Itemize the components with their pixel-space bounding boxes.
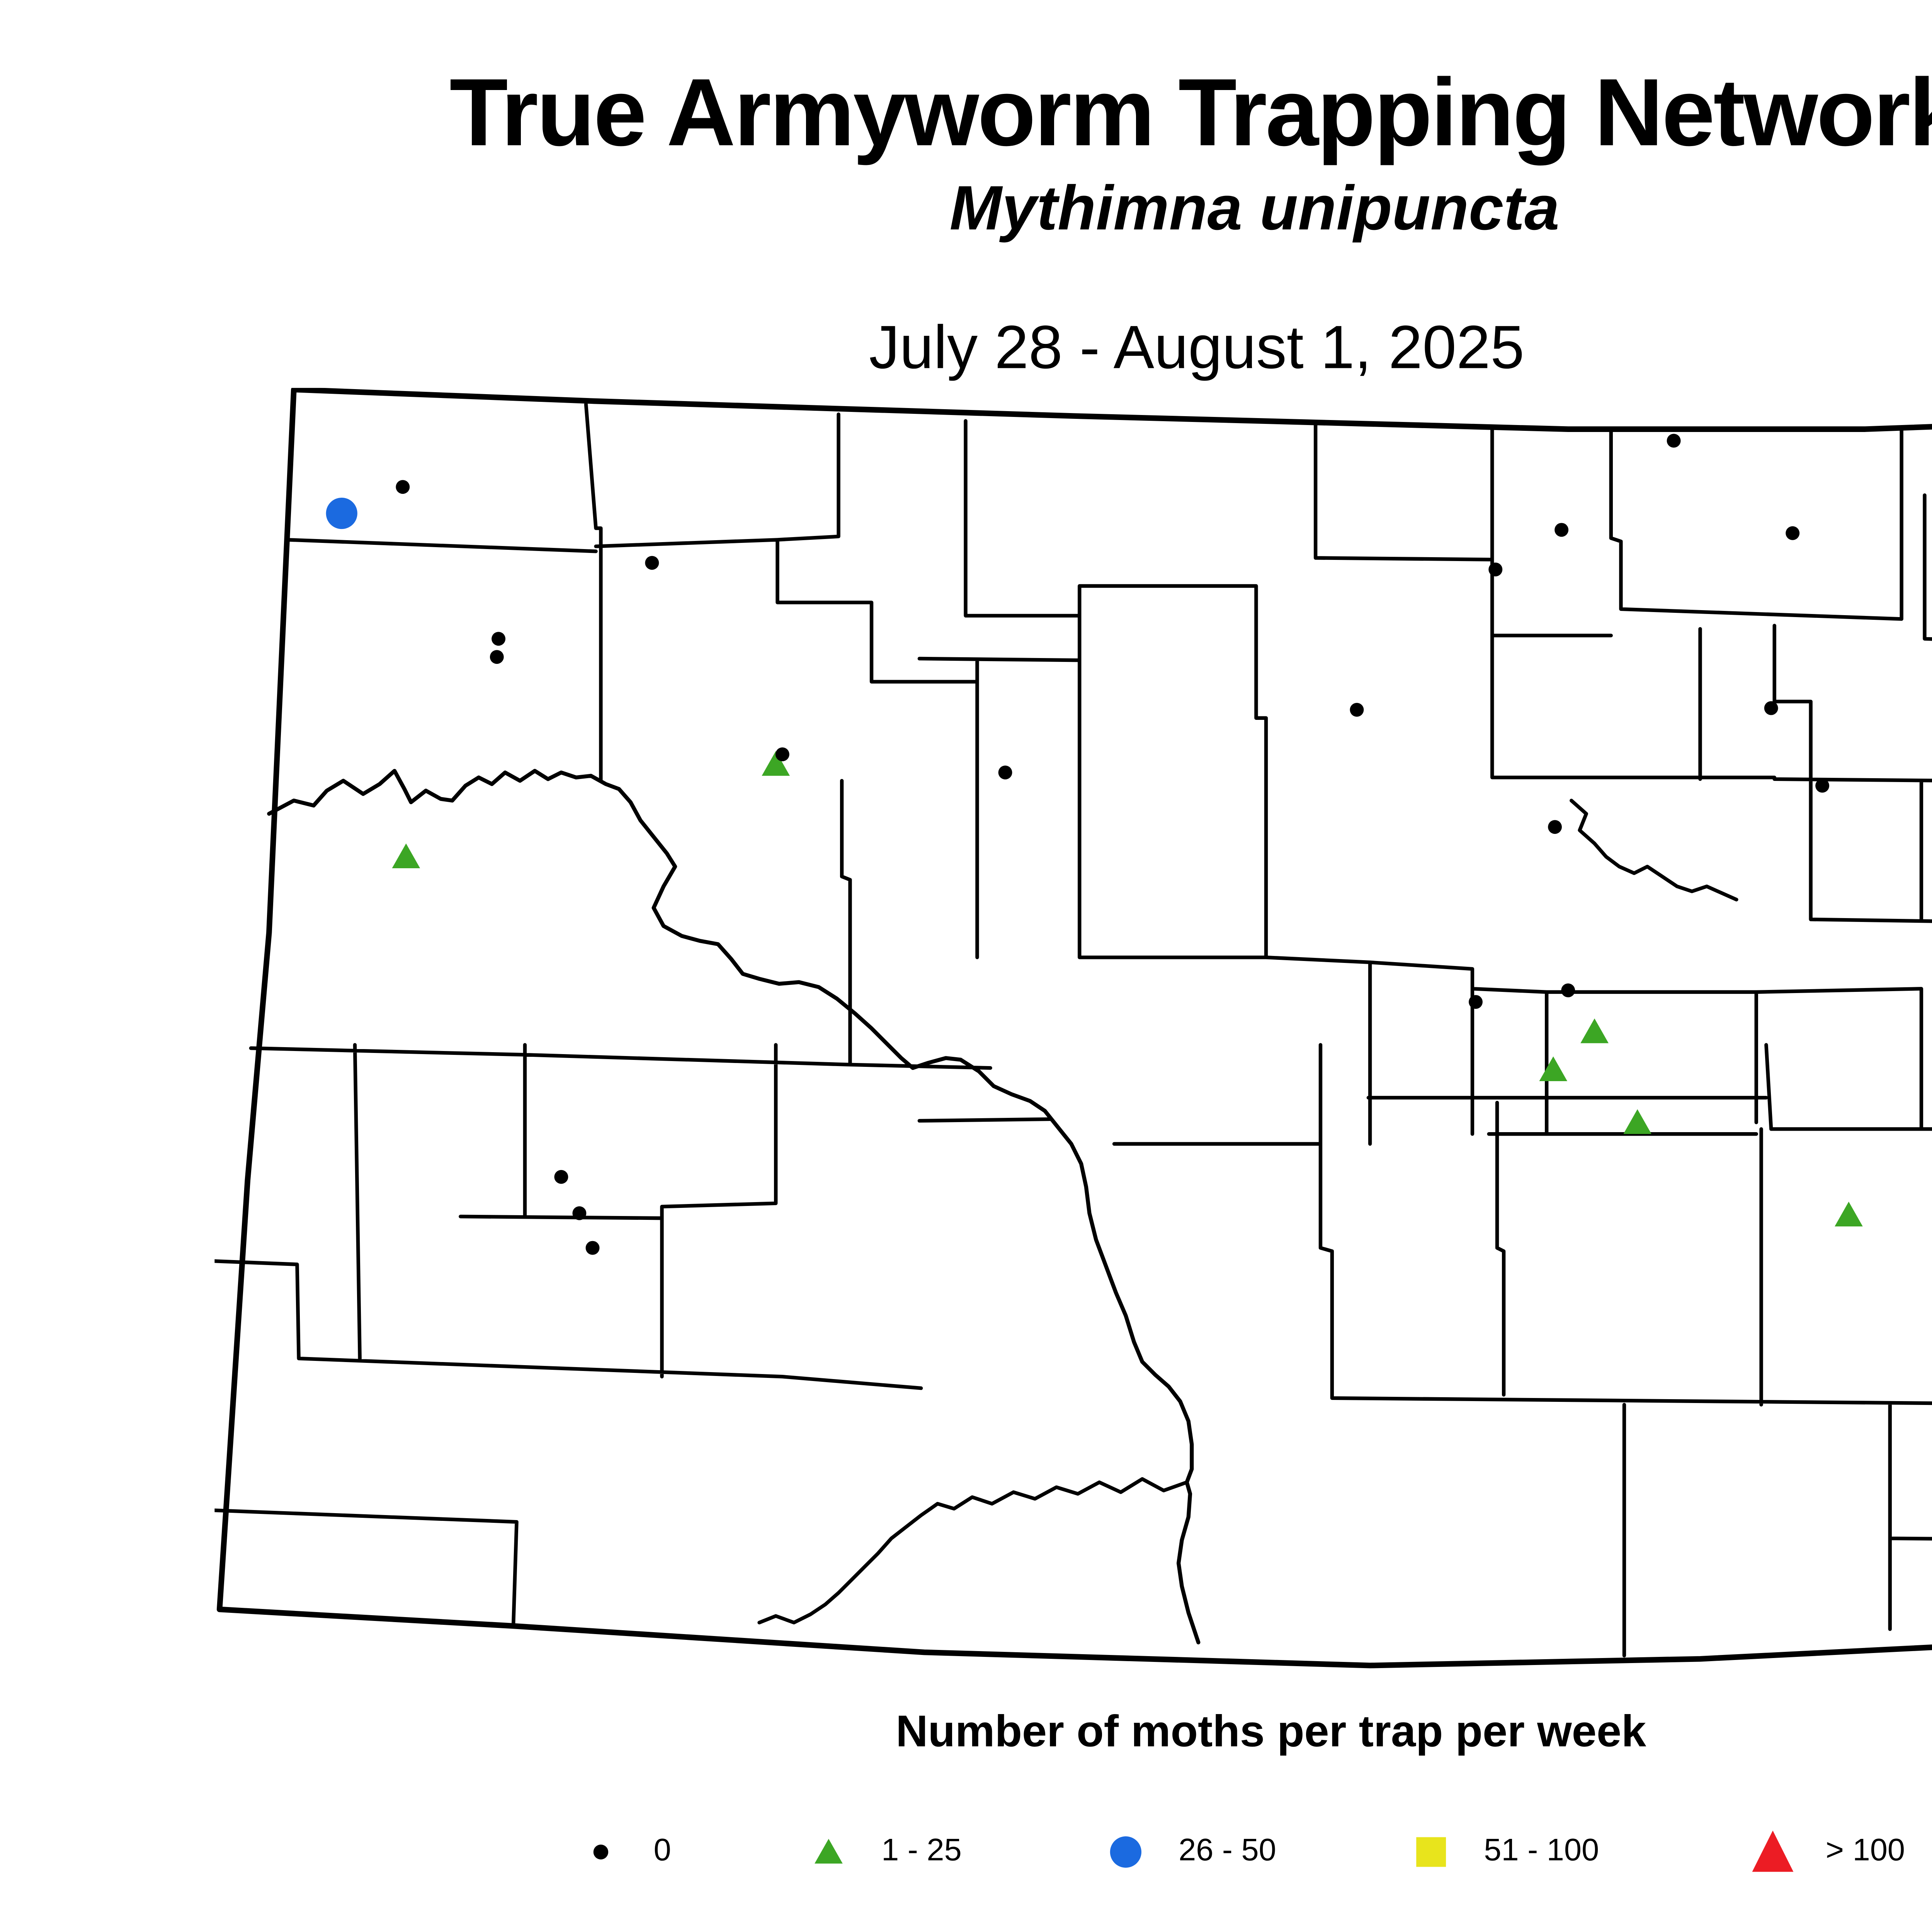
trap-marker-zero [1561, 983, 1575, 998]
species-subtitle: Mythimna unipuncta [949, 175, 1560, 245]
trap-marker-zero [775, 747, 789, 762]
trap-marker-zero [492, 632, 506, 646]
devils-lake-line [1570, 799, 1738, 901]
legend-circle-icon [1110, 1836, 1141, 1868]
trap-marker-cat_1_25 [1835, 1201, 1863, 1226]
legend-square-icon [1416, 1837, 1446, 1867]
trap-marker-cat_1_25 [1539, 1056, 1568, 1082]
legend-large-triangle-icon [1752, 1830, 1794, 1872]
legend-item-label: > 100 [1825, 1834, 1905, 1869]
trap-marker-zero [1786, 526, 1800, 540]
trap-marker-zero [1488, 562, 1503, 577]
county-boundaries [214, 402, 1932, 1658]
cannonball-river-line [757, 1477, 1189, 1624]
legend-item-label: 26 - 50 [1179, 1834, 1276, 1869]
legend-item-label: 1 - 25 [881, 1834, 962, 1869]
trap-marker-zero [1350, 702, 1364, 717]
legend: 0 1 - 25 26 - 50 51 - 100 > 100 [0, 1812, 1932, 1891]
trap-marker-zero [396, 480, 410, 494]
trap-marker-cat_1_25 [1623, 1109, 1651, 1134]
trap-marker-zero [1554, 523, 1569, 537]
trap-marker-zero [1469, 995, 1483, 1009]
legend-item-cat_51_100: 51 - 100 [1391, 1812, 1599, 1891]
trap-markers-layer [326, 434, 1863, 1255]
trap-marker-zero [1815, 779, 1830, 793]
trap-marker-zero [585, 1241, 600, 1255]
page-title: True Armyworm Trapping Network [449, 59, 1932, 167]
trap-marker-zero [1667, 434, 1681, 448]
legend-item-zero: 0 [561, 1812, 671, 1891]
legend-dot-icon [593, 1844, 609, 1860]
legend-triangle-icon [815, 1838, 843, 1864]
trap-marker-zero [572, 1206, 587, 1220]
trap-marker-zero [998, 765, 1012, 780]
north-dakota-map [214, 388, 1932, 1692]
state-border [216, 388, 1932, 1668]
legend-item-cat_over_100: > 100 [1733, 1812, 1905, 1891]
trap-marker-zero [645, 556, 659, 570]
date-range: July 28 - August 1, 2025 [869, 313, 1525, 381]
trap-marker-cat_1_25 [762, 751, 790, 776]
legend-item-cat_26_50: 26 - 50 [1086, 1812, 1276, 1891]
trap-marker-zero [554, 1170, 568, 1184]
trap-marker-cat_1_25 [392, 843, 420, 868]
trap-marker-zero [490, 650, 504, 664]
legend-title: Number of moths per trap per week [896, 1707, 1646, 1757]
legend-item-label: 51 - 100 [1484, 1834, 1599, 1869]
trap-marker-zero [1548, 820, 1562, 834]
trap-marker-cat_26_50 [326, 497, 357, 529]
legend-item-label: 0 [653, 1834, 671, 1869]
missouri-river-line [267, 769, 1201, 1645]
legend-item-cat_1_25: 1 - 25 [789, 1812, 962, 1891]
trap-marker-zero [1764, 701, 1778, 715]
trap-marker-cat_1_25 [1580, 1018, 1609, 1043]
map-svg [214, 388, 1932, 1668]
